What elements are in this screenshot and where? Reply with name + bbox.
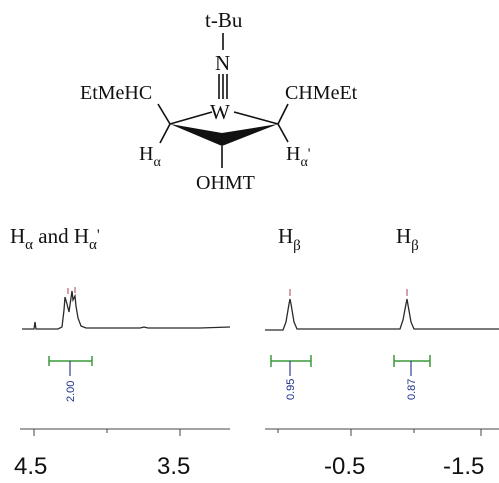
- h-beta-heading-2: Hβ: [396, 224, 419, 254]
- peak-headings: Hα and Hα' Hβ Hβ: [10, 224, 419, 254]
- bond-left-h: [159, 123, 171, 144]
- integral-left: [48, 356, 93, 376]
- axis-label-m0-5: -0.5: [324, 453, 365, 480]
- axis-label-m1-5: -1.5: [443, 453, 484, 480]
- tungsten-label: W: [210, 100, 230, 124]
- nitrogen-label: N: [215, 51, 230, 75]
- wedge-right: [222, 124, 278, 146]
- h-alpha-atom: Hα: [139, 143, 161, 170]
- axis-label-3-5: 3.5: [157, 453, 190, 480]
- wedge-left: [170, 124, 222, 146]
- integral-right-1: [270, 355, 312, 376]
- h-beta-heading-1: Hβ: [278, 224, 301, 254]
- tbu-label: t-Bu: [205, 8, 243, 32]
- axis-label-4-5: 4.5: [14, 453, 47, 480]
- spectrum-trace-left: [22, 290, 231, 330]
- bond-w-left: [169, 111, 213, 125]
- integral-value-0-95: 0.95: [285, 379, 297, 400]
- spectrum-left: 2.00 4.5 3.5: [14, 287, 231, 480]
- bond-right-h: [277, 123, 289, 143]
- bond-left-alkyl: [157, 103, 171, 125]
- spectrum-trace-right: [265, 298, 499, 331]
- h-alpha-heading: Hα and Hα': [10, 224, 100, 253]
- bond-right-alkyl: [277, 103, 289, 125]
- right-alkyl-label: CHMeEt: [285, 82, 358, 104]
- bond-w-right: [233, 111, 279, 125]
- left-alkyl-label: EtMeHC: [80, 82, 152, 104]
- molecule-structure: t-Bu N W EtMeHC CHMeEt Hα Hα' OHMT: [80, 8, 358, 194]
- integral-right-2: [393, 355, 431, 376]
- integral-value-0-87: 0.87: [406, 379, 418, 400]
- integral-value-2-00: 2.00: [65, 381, 77, 402]
- ohmt-label: OHMT: [196, 172, 255, 194]
- spectrum-right: 0.95 0.87 -0.5 -1.5: [265, 289, 499, 480]
- h-alpha-prime-atom: Hα': [286, 143, 311, 170]
